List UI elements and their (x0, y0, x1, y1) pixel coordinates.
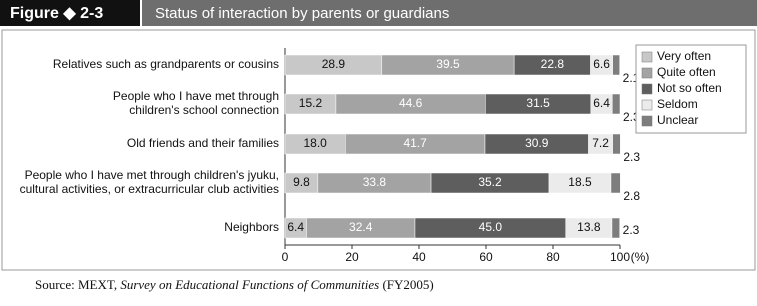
bar-segment (610, 172, 621, 194)
bar-segment (612, 93, 621, 115)
legend-swatch (641, 51, 653, 63)
bar-segment (611, 217, 620, 239)
figure-label-box (0, 0, 140, 26)
value-label: 35.2 (478, 175, 502, 189)
category-line: People who I have met through children's… (25, 168, 279, 182)
x-tick-label: 20 (345, 250, 359, 264)
x-tick-label: 60 (479, 250, 493, 264)
category-line: Neighbors (224, 220, 279, 234)
x-axis-label: (%) (631, 250, 650, 264)
category-line: People who I have met through (113, 89, 279, 103)
value-label: 41.7 (403, 136, 427, 150)
legend-label: Seldom (657, 97, 698, 111)
legend-label: Not so often (657, 81, 722, 95)
legend-swatch (641, 99, 653, 111)
value-label: 31.5 (526, 96, 550, 110)
category-label: People who I have met through children's … (113, 89, 279, 117)
category-label: People who I have met through children's… (20, 168, 279, 196)
value-label: 45.0 (479, 220, 503, 234)
value-label: 9.8 (293, 175, 310, 189)
value-label: 6.4 (593, 96, 610, 110)
value-label: 28.9 (322, 57, 346, 71)
chart-title: Status of interaction by parents or guar… (155, 5, 449, 22)
bar-segment (612, 133, 621, 155)
x-tick-label: 100 (610, 250, 630, 264)
x-tick-label: 40 (412, 250, 426, 264)
legend-swatch (641, 115, 653, 127)
title-box (142, 0, 757, 26)
category-label: Relatives such as grandparents or cousin… (53, 57, 279, 71)
value-label: 13.8 (577, 220, 601, 234)
value-label: 32.4 (349, 220, 373, 234)
category-line: Relatives such as grandparents or cousin… (53, 57, 279, 71)
category-line: cultural activities, or extracurricular … (20, 182, 279, 196)
x-tick-label: 0 (282, 250, 289, 264)
legend-swatch (641, 83, 653, 95)
value-label: 15.2 (299, 96, 323, 110)
category-label: Old friends and their families (127, 136, 279, 150)
legend-label: Unclear (657, 113, 698, 127)
category-line: Old friends and their families (127, 136, 279, 150)
value-label: 6.4 (287, 220, 304, 234)
value-label: 22.8 (541, 57, 565, 71)
category-line: children's school connection (129, 103, 279, 117)
source: Source: MEXT, Survey on Educational Func… (35, 277, 434, 292)
value-label: 30.9 (525, 136, 549, 150)
figure-label: Figure ◆ 2-3 (10, 5, 103, 22)
value-label: 2.3 (623, 223, 640, 237)
category-label: Neighbors (224, 220, 279, 234)
legend-label: Quite often (657, 65, 716, 79)
value-label: 2.3 (623, 150, 640, 164)
legend-label: Very often (657, 49, 711, 63)
value-label: 6.6 (593, 57, 610, 71)
value-label: 18.0 (303, 136, 327, 150)
source-text: Source: MEXT, (35, 277, 120, 292)
value-label: 7.2 (592, 136, 609, 150)
value-label: 2.8 (623, 189, 640, 203)
value-label: 33.8 (363, 175, 387, 189)
source-text: (FY2005) (379, 277, 434, 292)
bar-segment (612, 54, 620, 76)
value-label: 44.6 (399, 96, 423, 110)
value-label: 18.5 (568, 175, 592, 189)
value-label: 39.5 (436, 57, 460, 71)
x-tick-label: 80 (546, 250, 560, 264)
source-title: Survey on Educational Functions of Commu… (120, 277, 379, 292)
frame (1, 29, 756, 271)
value-label: 2.1 (623, 71, 640, 85)
legend-box (635, 44, 747, 134)
legend-swatch (641, 67, 653, 79)
